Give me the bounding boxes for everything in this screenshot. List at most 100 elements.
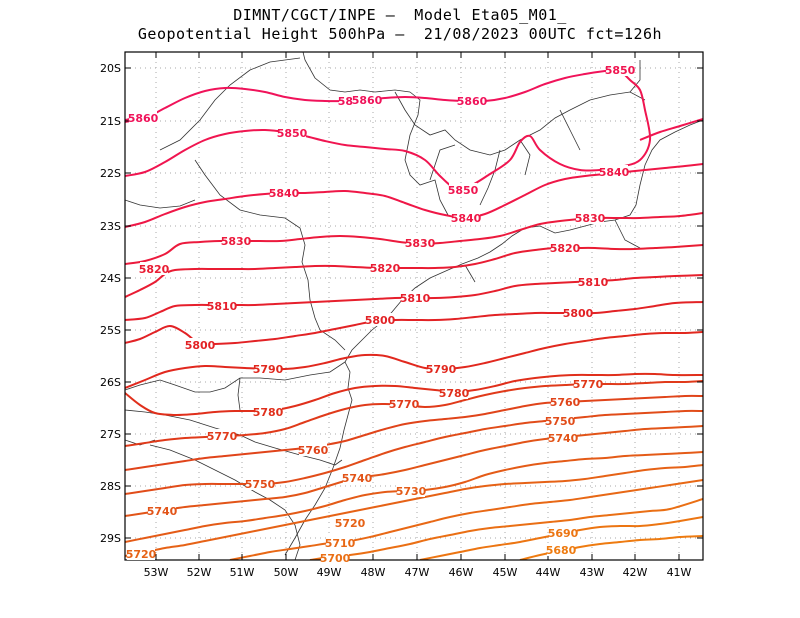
contour-label-bg: [564, 306, 592, 319]
contour-label-bg: [208, 299, 236, 312]
coastline-segment: [125, 361, 346, 393]
contour-label-5810: 5810: [578, 276, 609, 289]
contour-label-bg: [343, 471, 371, 484]
contour-label-5820: 5820: [370, 262, 401, 275]
contour-label-bg: [390, 397, 418, 410]
coastline-segment: [479, 149, 501, 206]
contour-label-5750: 5750: [245, 478, 276, 491]
contour-label-5810: 5810: [400, 292, 431, 305]
contour-label-5690: 5690: [548, 527, 579, 540]
contour-label-5770: 5770: [573, 378, 604, 391]
map-frame: [124, 51, 704, 561]
lat-tick-label: 27S: [100, 428, 121, 441]
coastline-segment: [302, 52, 411, 93]
contour-label-bg: [549, 431, 577, 444]
contour-label-bg: [551, 395, 579, 408]
lat-tick-label: 25S: [100, 324, 121, 337]
lat-tick-label: 21S: [100, 115, 121, 128]
contour-label-5810: 5810: [207, 300, 238, 313]
contour-label-5790: 5790: [426, 363, 457, 376]
contour-label-5780: 5780: [439, 387, 470, 400]
contour-label-5800: 5800: [365, 314, 396, 327]
contour-label-5780: 5780: [253, 406, 284, 419]
contour-5700: [309, 498, 703, 560]
contour-label-bg: [326, 536, 354, 549]
lon-tick-label: 45W: [493, 566, 518, 579]
chart-title-line-2: Geopotential Height 500hPa – 21/08/2023 …: [137, 25, 663, 43]
coastline-segment: [429, 144, 456, 181]
contour-label-bg: [449, 183, 477, 196]
chart-title-line-1: DIMNT/CGCT/INPE – Model Eta05_M01_: [233, 6, 567, 24]
lon-tick-label: 52W: [187, 566, 212, 579]
contour-label-5860: 5860: [457, 95, 488, 108]
contour-label-5830: 5830: [221, 235, 252, 248]
contour-label-bg: [254, 405, 282, 418]
contour-label-bg: [336, 516, 364, 529]
contour-label-bg: [458, 94, 486, 107]
coastline-segment: [159, 57, 301, 151]
lat-tick-label: 26S: [100, 376, 121, 389]
contour-5720: [125, 464, 703, 557]
contour-label-5820: 5820: [550, 242, 581, 255]
contour-label-bg: [127, 547, 155, 560]
contour-label-bg: [401, 291, 429, 304]
contour-label-5800: 5800: [185, 339, 216, 352]
contour-label-5760: 5760: [550, 396, 581, 409]
lat-tick-label: 28S: [100, 480, 121, 493]
contour-label-5720: 5720: [126, 548, 157, 561]
contour-5790: [125, 331, 703, 389]
contour-label-bg: [246, 477, 274, 490]
lon-tick-label: 44W: [536, 566, 561, 579]
contour-label-bg: [129, 111, 157, 124]
contour-label-5740: 5740: [548, 432, 579, 445]
coastline-segment: [125, 199, 196, 209]
contour-5850b: [639, 118, 703, 141]
contour-label-5800: 5800: [563, 307, 594, 320]
contour-label-5850: 5850: [605, 64, 636, 77]
coastline-segment: [614, 219, 641, 249]
coastline-segment: [629, 60, 641, 93]
coastline-segment: [394, 91, 646, 156]
contour-label-bg: [579, 275, 607, 288]
coastline-segment: [149, 444, 301, 560]
contour-label-bg: [547, 543, 575, 556]
contour-label-bg: [576, 211, 604, 224]
coastline-segment: [404, 91, 449, 216]
contour-label-bg: [254, 362, 282, 375]
lon-tick-label: 46W: [449, 566, 474, 579]
coastline-segment: [237, 377, 241, 411]
contour-label-5860: 5860: [128, 112, 159, 125]
contour-label-bg: [549, 526, 577, 539]
contour-5850: [125, 69, 652, 190]
contour-label-5850: 5850: [277, 127, 308, 140]
contour-label-5750: 5750: [545, 415, 576, 428]
contour-label-bg: [452, 211, 480, 224]
contour-label-bg: [222, 234, 250, 247]
contour-label-bg: [371, 261, 399, 274]
contour-label-bg: [270, 186, 298, 199]
lon-tick-label: 49W: [317, 566, 342, 579]
contour-label-bg: [600, 165, 628, 178]
lat-tick-label: 20S: [100, 62, 121, 75]
contour-label-bg: [148, 504, 176, 517]
lat-tick-label: 29S: [100, 532, 121, 545]
contour-label-bg: [397, 484, 425, 497]
contour-label-bg: [440, 386, 468, 399]
contour-label-bg: [186, 338, 214, 351]
contour-label-bg: [546, 414, 574, 427]
contour-labels: 5860586058605860585058505850584058405840…: [126, 63, 636, 565]
coastline-segment: [284, 119, 703, 556]
lon-tick-label: 41W: [667, 566, 692, 579]
contour-label-5850: 5850: [448, 184, 479, 197]
contour-label-bg: [427, 362, 455, 375]
contour-label-bg: [574, 377, 602, 390]
lon-tick-label: 47W: [405, 566, 430, 579]
coastline-and-borders: [125, 52, 703, 560]
contour-label-bg: [278, 126, 306, 139]
contour-5740: [125, 425, 703, 517]
lat-tick-label: 23S: [100, 220, 121, 233]
contour-5760: [125, 394, 703, 471]
contour-label-5770: 5770: [389, 398, 420, 411]
contour-5780: [125, 372, 703, 417]
